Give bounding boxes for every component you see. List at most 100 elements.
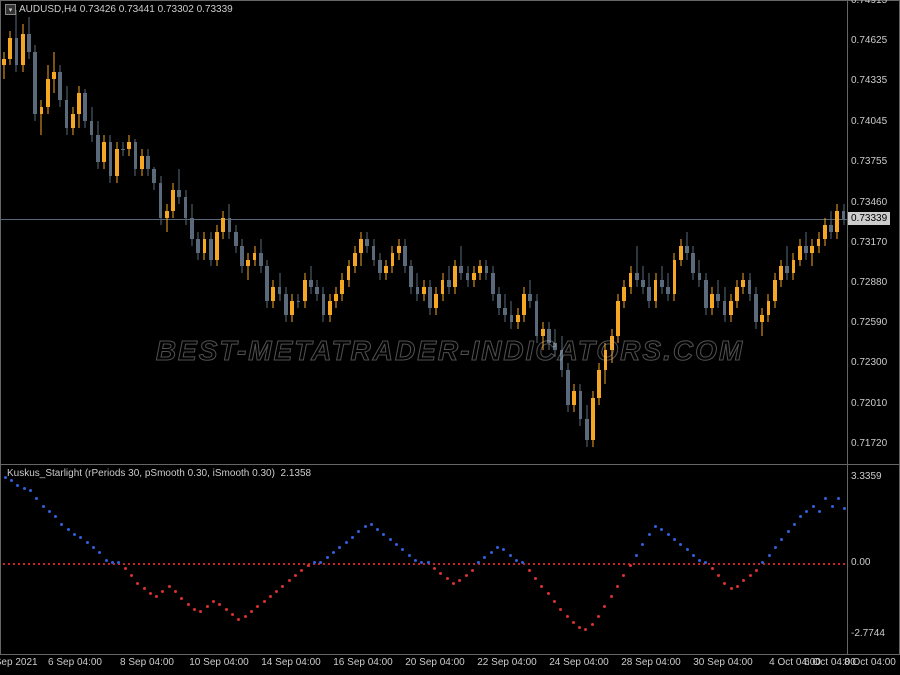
indicator-dot <box>161 590 164 593</box>
indicator-dot <box>174 590 177 593</box>
time-tick-label: 20 Sep 04:00 <box>405 657 465 668</box>
time-tick-label: 14 Sep 04:00 <box>261 657 321 668</box>
indicator-dot <box>824 497 827 500</box>
indicator-dot <box>787 530 790 533</box>
ohlc-label: 0.73426 0.73441 0.73302 0.73339 <box>80 4 233 15</box>
indicator-dot <box>414 559 417 562</box>
indicator-dot <box>446 577 449 580</box>
indicator-dot <box>553 600 556 603</box>
indicator-dot <box>584 628 587 631</box>
indicator-dot <box>629 564 632 567</box>
time-tick-label: 30 Sep 04:00 <box>693 657 753 668</box>
indicator-dot <box>288 579 291 582</box>
indicator-dot <box>660 528 663 531</box>
indicator-dot <box>54 515 57 518</box>
indicator-dot <box>86 541 89 544</box>
indicator-dot <box>686 548 689 551</box>
indicator-dot <box>250 610 253 613</box>
indicator-dot <box>395 543 398 546</box>
indicator-dot <box>294 574 297 577</box>
indicator-dot <box>370 523 373 526</box>
indicator-dot <box>837 497 840 500</box>
current-price-box: 0.73339 <box>848 212 890 225</box>
indicator-dot <box>193 608 196 611</box>
indicator-dot <box>648 533 651 536</box>
indicator-dot <box>818 510 821 513</box>
price-tick-label: 0.71720 <box>851 438 887 449</box>
indicator-dot <box>326 556 329 559</box>
main-candle-panel[interactable]: ▾ AUDUSD,H4 0.73426 0.73441 0.73302 0.73… <box>0 0 848 465</box>
indicator-dot <box>673 538 676 541</box>
indicator-dot <box>780 538 783 541</box>
time-tick-label: 2 Sep 2021 <box>0 657 38 668</box>
indicator-dot <box>742 579 745 582</box>
indicator-dot <box>23 487 26 490</box>
indicator-panel[interactable]: Kuskus_Starlight (rPeriods 30, pSmooth 0… <box>0 465 848 655</box>
indicator-dot <box>774 546 777 549</box>
indicator-dot <box>768 554 771 557</box>
indicator-axis: 3.33590.00-2.7744 <box>848 465 900 655</box>
price-axis: 0.749150.746250.743350.740450.737550.734… <box>848 0 900 465</box>
indicator-dot <box>465 574 468 577</box>
indicator-tick-label: 0.00 <box>851 557 870 568</box>
indicator-dot <box>616 585 619 588</box>
indicator-dot <box>376 528 379 531</box>
indicator-dot <box>547 592 550 595</box>
indicator-dot <box>490 551 493 554</box>
indicator-dot <box>92 546 95 549</box>
indicator-dot <box>749 574 752 577</box>
indicator-dot <box>218 603 221 606</box>
indicator-dot <box>73 533 76 536</box>
indicator-dot <box>698 559 701 562</box>
indicator-dot <box>635 554 638 557</box>
price-tick-label: 0.73755 <box>851 156 887 167</box>
chart-menu-dropdown[interactable]: ▾ <box>5 4 16 15</box>
indicator-dot <box>313 561 316 564</box>
indicator-dot <box>345 541 348 544</box>
indicator-dot <box>256 605 259 608</box>
indicator-dot <box>10 479 13 482</box>
time-tick-label: 22 Sep 04:00 <box>477 657 537 668</box>
indicator-dot <box>180 597 183 600</box>
indicator-dot <box>723 582 726 585</box>
indicator-dot <box>187 603 190 606</box>
indicator-dot <box>799 515 802 518</box>
indicator-dot <box>351 536 354 539</box>
indicator-dot <box>597 615 600 618</box>
time-tick-label: 24 Sep 04:00 <box>549 657 609 668</box>
indicator-dot <box>667 533 670 536</box>
price-tick-label: 0.72880 <box>851 277 887 288</box>
indicator-dot <box>408 554 411 557</box>
indicator-dot <box>591 623 594 626</box>
indicator-dot <box>79 536 82 539</box>
indicator-dot <box>307 564 310 567</box>
time-tick-label: 8 Oct 04:00 <box>844 657 896 668</box>
time-tick-label: 6 Sep 04:00 <box>48 657 102 668</box>
indicator-dot <box>401 548 404 551</box>
price-tick-label: 0.72300 <box>851 357 887 368</box>
indicator-tick-label: 3.3359 <box>851 471 882 482</box>
price-tick-label: 0.74045 <box>851 116 887 127</box>
indicator-dot <box>332 551 335 554</box>
indicator-dot <box>566 615 569 618</box>
indicator-dot <box>155 595 158 598</box>
price-tick-label: 0.74335 <box>851 75 887 86</box>
price-tick-label: 0.74625 <box>851 35 887 46</box>
indicator-title: Kuskus_Starlight (rPeriods 30, pSmooth 0… <box>7 468 311 479</box>
indicator-dot <box>843 507 846 510</box>
indicator-dot <box>471 569 474 572</box>
indicator-dot <box>730 587 733 590</box>
indicator-dot <box>130 574 133 577</box>
indicator-dot <box>105 559 108 562</box>
price-tick-label: 0.72010 <box>851 398 887 409</box>
indicator-dot <box>654 525 657 528</box>
indicator-dot <box>793 523 796 526</box>
price-tick-label: 0.74915 <box>851 0 887 6</box>
indicator-dot <box>124 567 127 570</box>
price-tick-label: 0.73170 <box>851 237 887 248</box>
symbol-label: AUDUSD,H4 <box>19 4 77 15</box>
indicator-dot <box>275 590 278 593</box>
indicator-dot <box>319 561 322 564</box>
indicator-dot <box>439 572 442 575</box>
indicator-dot <box>704 561 707 564</box>
